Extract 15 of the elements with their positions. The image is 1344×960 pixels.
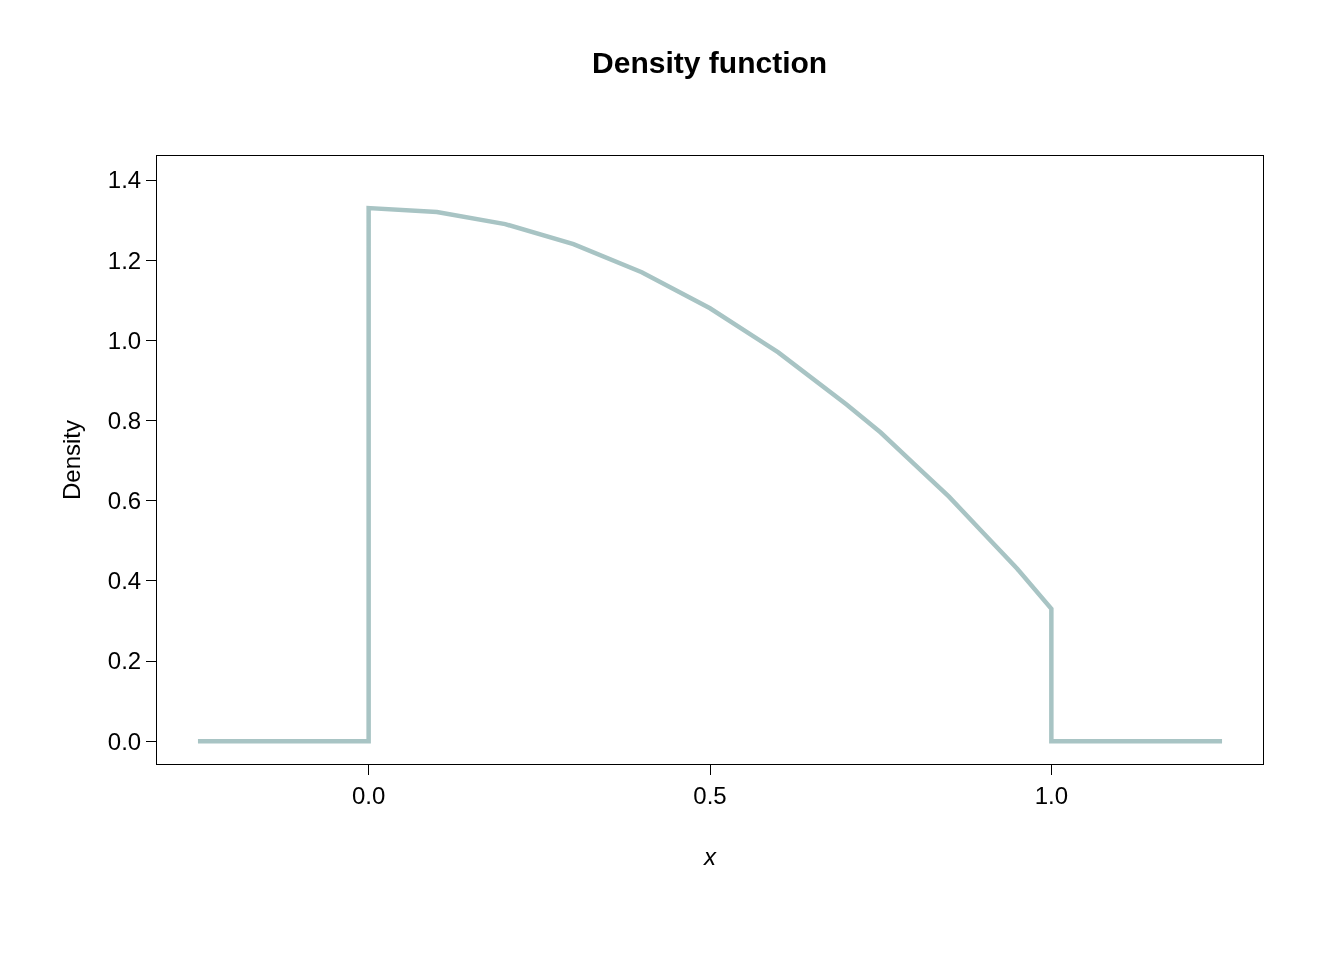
- y-tick-label: 0.2: [107, 647, 142, 675]
- y-tick-label: 1.0: [107, 326, 142, 354]
- x-tick-label: 1.0: [1034, 781, 1069, 809]
- y-tick-label: 1.4: [107, 166, 142, 194]
- y-axis-title: Density: [57, 419, 85, 501]
- y-tick-label: 0.8: [107, 406, 142, 434]
- y-tick-label: 0.0: [107, 727, 142, 755]
- line-series: [195, 205, 1225, 744]
- x-tick-label: 0.0: [351, 781, 386, 809]
- x-axis-title: x: [703, 843, 717, 871]
- y-tick-label: 0.4: [107, 567, 142, 595]
- x-tick-label: 0.5: [693, 781, 727, 809]
- chart-title: Density function: [592, 45, 828, 79]
- y-tick-label: 0.6: [107, 487, 142, 515]
- y-tick-label: 1.2: [107, 246, 142, 274]
